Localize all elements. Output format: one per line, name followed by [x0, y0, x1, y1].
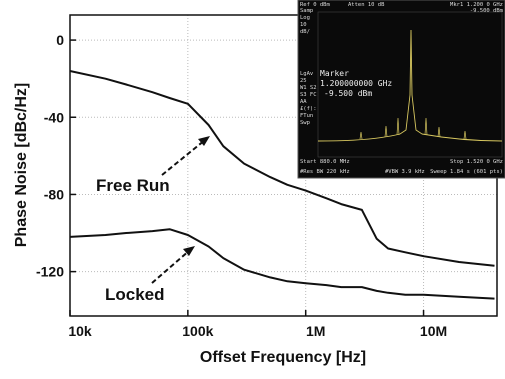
inset-text: Stop 1.520 0 GHz — [450, 159, 503, 165]
inset-text: S3 FC — [300, 92, 317, 98]
inset-text: Swp — [300, 120, 310, 126]
inset-text: #Res BW 220 kHz — [300, 169, 350, 175]
x-tick-label: 10k — [68, 323, 92, 339]
inset-text: -9.500 dBm — [470, 8, 504, 14]
inset-text: -9.500 dBm — [324, 89, 372, 98]
y-tick-label: 0 — [56, 32, 64, 48]
x-tick-label: 10M — [420, 323, 447, 339]
inset-text: Log — [300, 15, 310, 21]
x-tick-label: 100k — [182, 323, 213, 339]
inset-text: Samp — [300, 8, 313, 14]
inset-text: FTun — [300, 113, 313, 119]
y-axis-label: Phase Noise [dBc/Hz] — [13, 83, 30, 247]
inset-text: £(f): — [300, 106, 317, 112]
inset-screenshot: Ref 0 dBm Atten 10 dB Mkr1 1.200 0 GHz -… — [298, 0, 505, 178]
inset-text: AA — [300, 99, 307, 105]
inset-text: dB/ — [300, 29, 310, 35]
inset-text: Start 880.0 MHz — [300, 159, 350, 165]
x-axis-label: Offset Frequency [Hz] — [200, 349, 366, 366]
inset-text: LgAv — [300, 71, 314, 77]
inset-text: Sweep 1.84 s (601 pts) — [430, 169, 503, 175]
inset-text: W1 S2 — [300, 85, 317, 91]
y-tick-label: -80 — [44, 186, 64, 202]
inset-text: Marker — [320, 69, 349, 78]
arrow — [162, 140, 205, 175]
annotation: Locked — [105, 285, 165, 304]
inset-text: 25 — [300, 78, 307, 84]
y-tick-label: -120 — [36, 264, 64, 280]
x-tick-label: 1M — [306, 323, 325, 339]
inset-text: 10 — [300, 22, 307, 28]
arrow — [152, 250, 190, 283]
inset-text: 1.200000000 GHz — [320, 79, 392, 88]
inset-text: #VBW 3.9 kHz — [385, 169, 425, 175]
y-tick-label: -40 — [44, 109, 64, 125]
inset-text: Atten 10 dB — [348, 2, 385, 8]
chart: 10k 100k 1M 10M 0 -40 -80 -120 Offset Frequency… — [0, 0, 505, 379]
annotation: Free Run — [96, 176, 170, 195]
